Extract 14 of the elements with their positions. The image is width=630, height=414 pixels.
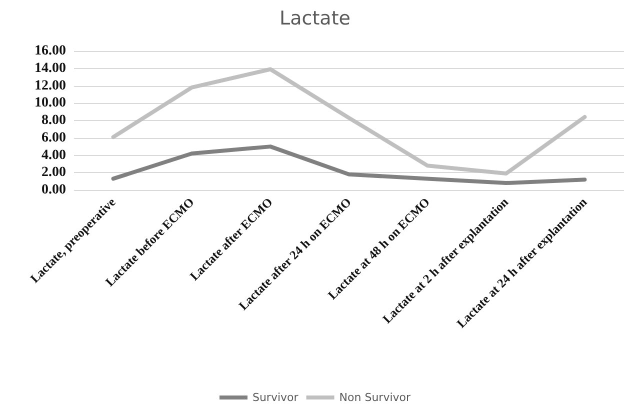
line-series (111, 67, 587, 176)
y-tick-label: 8.00 (42, 113, 66, 128)
y-tick-label: 6.00 (42, 130, 66, 146)
legend-label: Survivor (252, 391, 299, 404)
y-tick-label: 0.00 (42, 182, 66, 198)
y-tick-label: 16.00 (34, 44, 66, 58)
legend-label: Non Survivor (339, 391, 411, 404)
y-tick-label: 12.00 (34, 78, 66, 94)
y-tick-label: 14.00 (34, 60, 66, 76)
y-tick-label: 4.00 (42, 148, 66, 163)
line-series (111, 144, 587, 186)
y-tick-label: 2.00 (42, 165, 66, 180)
chart-title: Lactate (280, 8, 350, 30)
y-tick-label: 10.00 (34, 96, 66, 111)
